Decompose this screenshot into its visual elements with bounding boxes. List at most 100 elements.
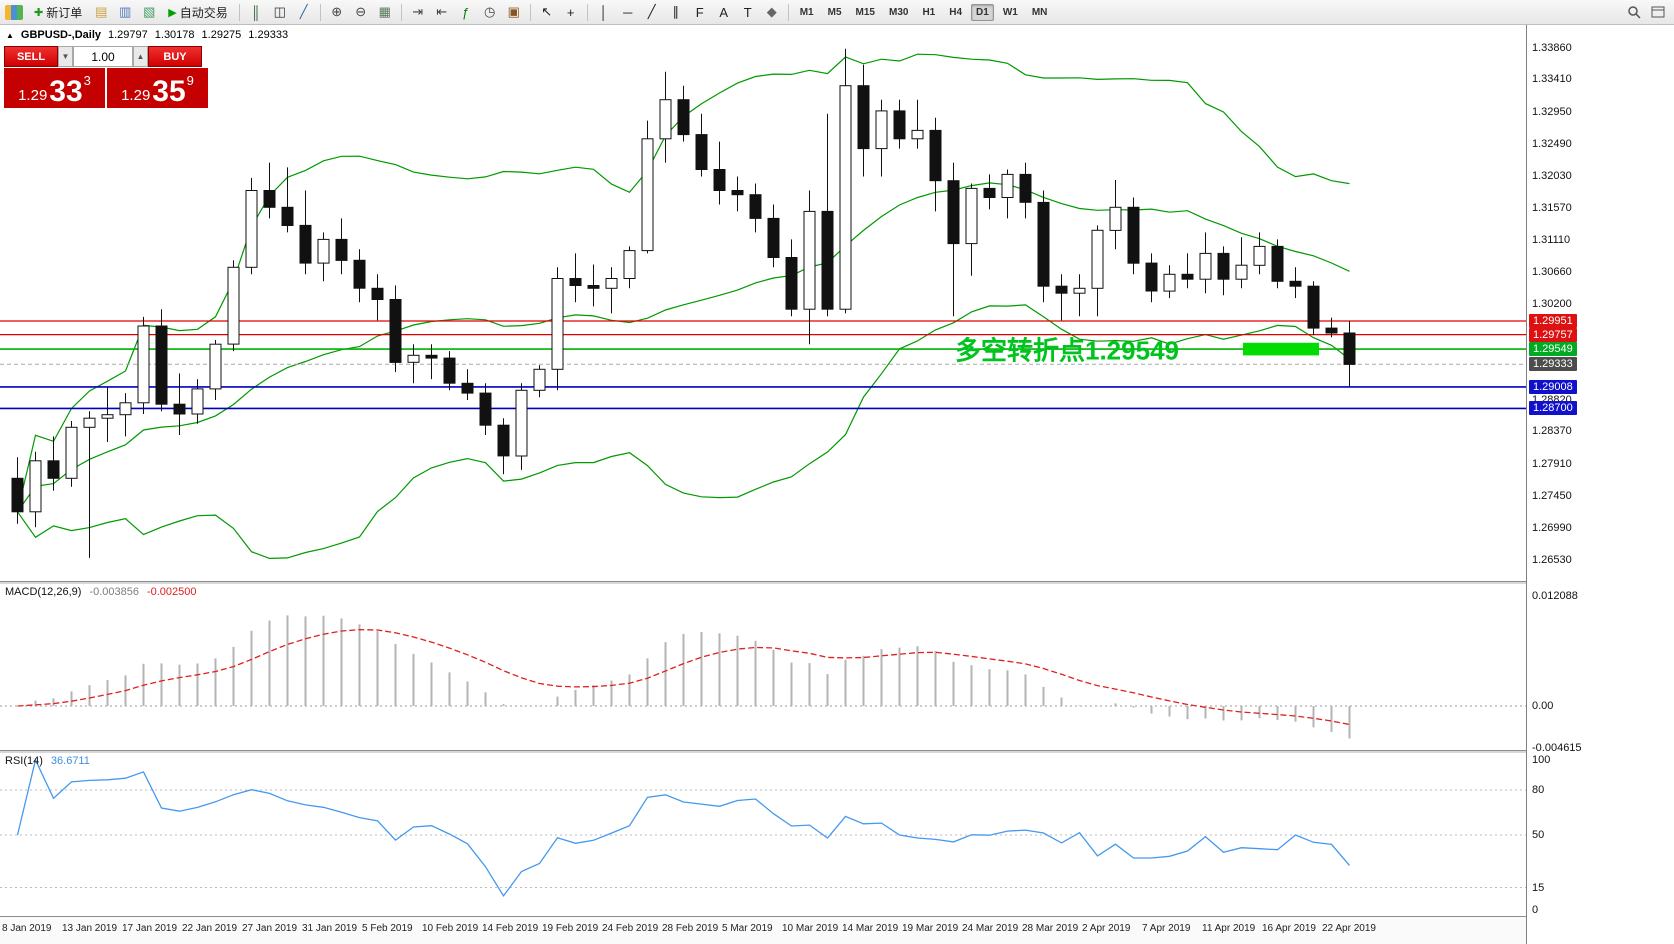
auto-scroll-icon[interactable]: ⇥ bbox=[412, 4, 424, 19]
navigator-icon[interactable]: ▧ bbox=[143, 4, 156, 19]
bar-chart-icon[interactable]: ║ bbox=[251, 4, 261, 20]
candle[interactable] bbox=[155, 325, 168, 405]
fibonacci-icon[interactable]: F bbox=[695, 4, 704, 20]
candle[interactable] bbox=[1343, 332, 1356, 365]
candle[interactable] bbox=[443, 357, 456, 384]
grid-icon[interactable]: ▦ bbox=[378, 4, 391, 19]
candle[interactable] bbox=[461, 382, 474, 394]
candle[interactable] bbox=[587, 285, 600, 289]
shapes-icon[interactable]: ◆ bbox=[766, 4, 777, 19]
timeframe-m1[interactable]: M1 bbox=[795, 4, 819, 21]
candle[interactable] bbox=[137, 325, 150, 404]
candle[interactable] bbox=[785, 257, 798, 310]
label-icon[interactable]: T bbox=[743, 4, 752, 20]
candle[interactable] bbox=[353, 259, 366, 289]
collapse-icon[interactable]: ▲ bbox=[6, 30, 14, 40]
candle[interactable] bbox=[983, 187, 996, 198]
price-level-tag[interactable]: 1.29549 bbox=[1529, 342, 1577, 357]
candle[interactable] bbox=[191, 388, 204, 415]
candle[interactable] bbox=[1055, 285, 1068, 294]
timeframe-w1[interactable]: W1 bbox=[998, 4, 1023, 21]
candle[interactable] bbox=[677, 99, 690, 136]
sell-price-display[interactable]: 1.29 33 3 bbox=[4, 68, 105, 108]
candle[interactable] bbox=[29, 460, 42, 513]
templates-icon[interactable]: ▣ bbox=[507, 4, 520, 19]
candle[interactable] bbox=[335, 238, 348, 261]
candle[interactable] bbox=[1001, 173, 1014, 198]
timeframe-d1[interactable]: D1 bbox=[971, 3, 994, 21]
candle[interactable] bbox=[533, 368, 546, 391]
candle[interactable] bbox=[965, 187, 978, 245]
candle[interactable] bbox=[803, 210, 816, 310]
sell-button[interactable]: SELL bbox=[4, 46, 58, 67]
data-window-icon[interactable]: ▥ bbox=[119, 4, 132, 19]
line-chart-icon[interactable]: ╱ bbox=[299, 4, 308, 19]
candle[interactable] bbox=[1199, 252, 1212, 280]
candle[interactable] bbox=[713, 169, 726, 191]
candle[interactable] bbox=[731, 190, 744, 196]
rsi-pane-separator[interactable] bbox=[0, 750, 1526, 753]
candle[interactable] bbox=[1019, 173, 1032, 203]
candle[interactable] bbox=[839, 85, 852, 310]
candle[interactable] bbox=[173, 403, 186, 415]
candle[interactable] bbox=[389, 299, 402, 363]
candle[interactable] bbox=[497, 424, 510, 457]
candle[interactable] bbox=[47, 460, 60, 479]
candle[interactable] bbox=[1145, 262, 1158, 292]
candle[interactable] bbox=[119, 402, 132, 416]
main-chart-canvas[interactable]: 多空转折点1.29549 bbox=[0, 25, 1526, 583]
candle[interactable] bbox=[227, 266, 240, 345]
candle[interactable] bbox=[551, 278, 564, 370]
candle[interactable] bbox=[1235, 264, 1248, 280]
horizontal-line-icon[interactable]: ─ bbox=[623, 4, 633, 20]
volume-input[interactable] bbox=[73, 46, 133, 67]
macd-pane-separator[interactable] bbox=[0, 581, 1526, 584]
timeframe-h1[interactable]: H1 bbox=[917, 4, 940, 21]
candle[interactable] bbox=[515, 389, 528, 457]
candle[interactable] bbox=[623, 250, 636, 280]
time-axis[interactable]: 8 Jan 2019 13 Jan 2019 17 Jan 2019 22 Jan 2… bbox=[0, 916, 1526, 944]
candle[interactable] bbox=[1127, 206, 1140, 264]
macd-pane[interactable] bbox=[0, 583, 1526, 752]
timeframe-mn[interactable]: MN bbox=[1027, 4, 1053, 21]
candle[interactable] bbox=[209, 343, 222, 390]
candle[interactable] bbox=[569, 278, 582, 286]
candle[interactable] bbox=[1325, 327, 1338, 334]
candle[interactable] bbox=[1271, 245, 1284, 282]
candle[interactable] bbox=[659, 99, 672, 140]
text-icon[interactable]: A bbox=[719, 4, 729, 20]
vertical-line-icon[interactable]: │ bbox=[599, 4, 608, 20]
candle[interactable] bbox=[749, 194, 762, 219]
candle[interactable] bbox=[821, 210, 834, 310]
candle[interactable] bbox=[245, 190, 258, 268]
buy-price-display[interactable]: 1.29 35 9 bbox=[107, 68, 208, 108]
market-watch-icon[interactable]: ▤ bbox=[95, 4, 108, 19]
candle[interactable] bbox=[407, 354, 420, 363]
indicators-icon[interactable]: ƒ bbox=[462, 4, 470, 20]
candle[interactable] bbox=[911, 129, 924, 140]
crosshair-icon[interactable]: + bbox=[566, 4, 575, 20]
highlight-rectangle[interactable] bbox=[1243, 342, 1319, 356]
buy-button[interactable]: BUY bbox=[148, 46, 202, 67]
candle[interactable] bbox=[857, 85, 870, 150]
timeframe-m5[interactable]: M5 bbox=[823, 4, 847, 21]
candle[interactable] bbox=[1091, 229, 1104, 289]
periods-icon[interactable]: ◷ bbox=[484, 4, 496, 19]
search-icon[interactable] bbox=[1623, 1, 1645, 23]
candle[interactable] bbox=[101, 414, 114, 419]
channel-icon[interactable]: ∥ bbox=[672, 4, 679, 19]
candle[interactable] bbox=[1253, 245, 1266, 266]
candlestick-chart-icon[interactable]: ◫ bbox=[273, 4, 286, 19]
chart-shift-icon[interactable]: ⇤ bbox=[436, 4, 448, 19]
candle[interactable] bbox=[893, 110, 906, 140]
candle[interactable] bbox=[695, 134, 708, 170]
price-level-tag[interactable]: 1.28700 bbox=[1529, 401, 1577, 416]
candle[interactable] bbox=[479, 392, 492, 426]
candle[interactable] bbox=[65, 426, 78, 479]
candle[interactable] bbox=[11, 477, 24, 513]
candle[interactable] bbox=[83, 417, 96, 428]
candle[interactable] bbox=[317, 238, 330, 264]
autotrading-button[interactable]: ▶ 自动交易 bbox=[162, 1, 233, 23]
timeframe-m30[interactable]: M30 bbox=[884, 4, 913, 21]
candle[interactable] bbox=[299, 224, 312, 264]
